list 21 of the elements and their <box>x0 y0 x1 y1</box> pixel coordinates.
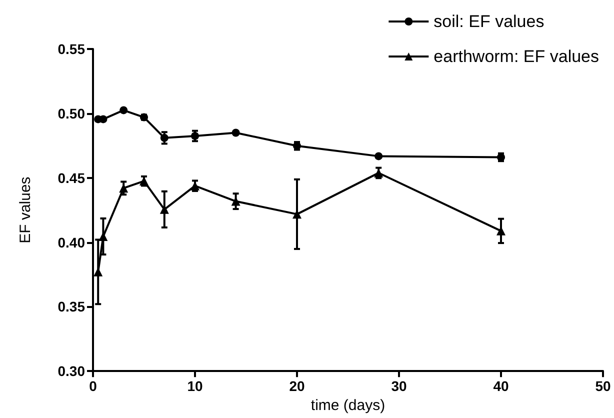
y-tick-label: 0.35 <box>58 298 86 315</box>
x-tick-label: 20 <box>289 378 305 394</box>
x-tick-label: 0 <box>89 378 98 394</box>
x-tick-label: 30 <box>391 378 407 394</box>
x-tick-label: 50 <box>595 378 611 394</box>
legend-label: earthworm: EF values <box>434 47 600 66</box>
point <box>191 132 199 140</box>
y-tick-label: 0.45 <box>58 170 86 186</box>
point <box>232 128 240 137</box>
y-tick-label: 0.40 <box>58 234 86 250</box>
legend-label: soil: EF values <box>434 12 544 31</box>
y-tick-label: 0.30 <box>58 363 86 380</box>
x-tick-label: 40 <box>493 378 509 394</box>
point <box>374 152 383 160</box>
x-tick-label: 10 <box>187 378 203 394</box>
y-tick-label: 0.50 <box>58 105 86 122</box>
y-axis-title: EF values <box>17 176 34 244</box>
point <box>120 106 128 114</box>
y-tick-label: 0.55 <box>58 41 86 57</box>
x-axis-title: time (days) <box>310 397 386 414</box>
point <box>160 134 168 142</box>
